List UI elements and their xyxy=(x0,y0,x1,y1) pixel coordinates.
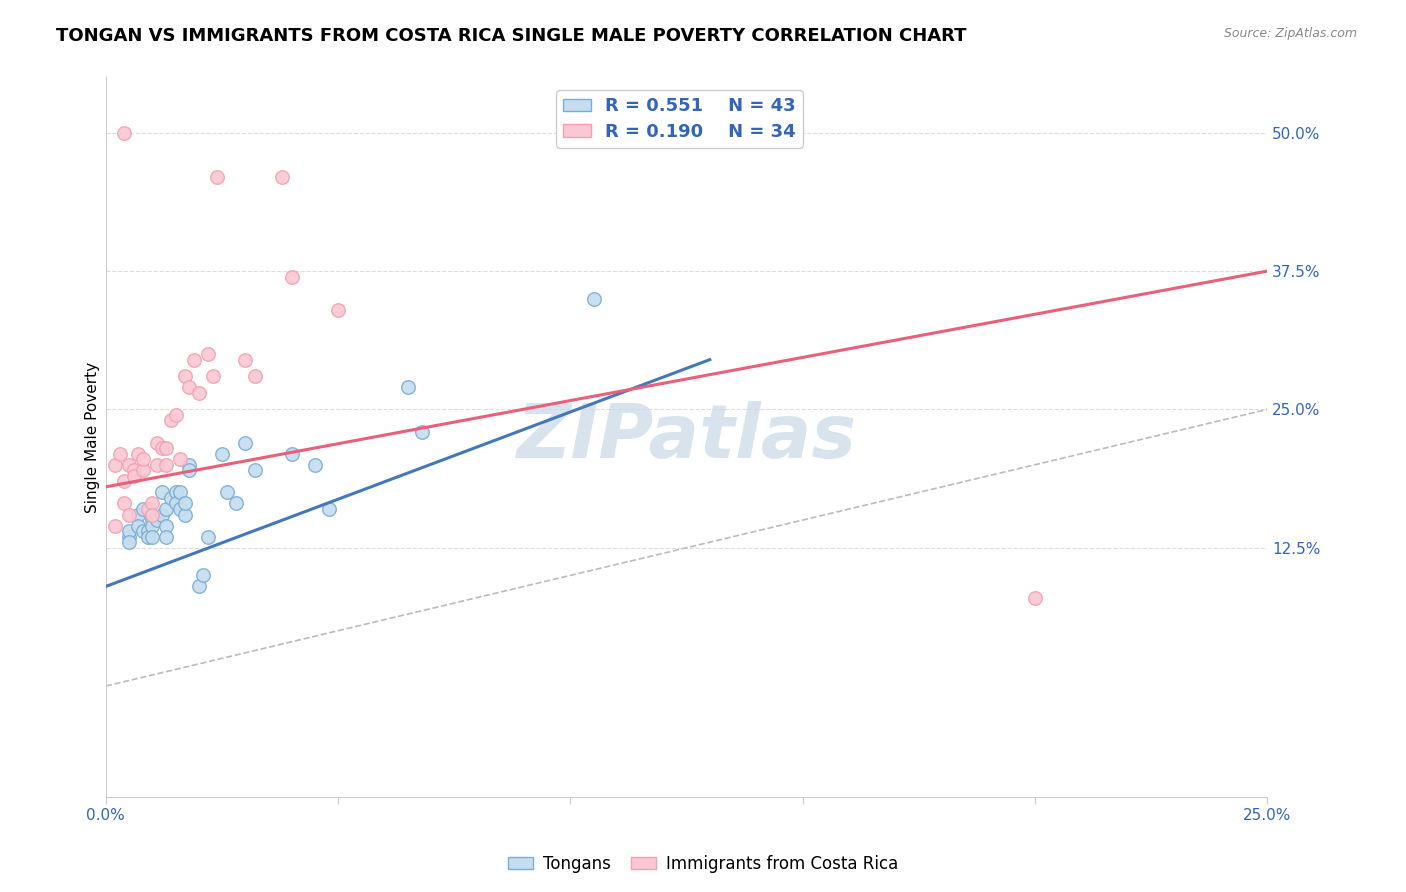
Text: Source: ZipAtlas.com: Source: ZipAtlas.com xyxy=(1223,27,1357,40)
Point xyxy=(243,369,266,384)
Point xyxy=(169,452,191,467)
Point xyxy=(141,508,163,522)
Point xyxy=(122,463,145,477)
Point xyxy=(127,447,149,461)
Point xyxy=(173,496,195,510)
Point xyxy=(165,496,187,510)
Point xyxy=(136,524,159,538)
Legend: Tongans, Immigrants from Costa Rica: Tongans, Immigrants from Costa Rica xyxy=(502,848,904,880)
Point xyxy=(187,579,209,593)
Point xyxy=(179,458,201,472)
Point xyxy=(136,530,159,544)
Point xyxy=(132,463,155,477)
Point xyxy=(150,485,173,500)
Point xyxy=(215,485,238,500)
Point xyxy=(155,502,177,516)
Point xyxy=(155,458,177,472)
Point xyxy=(122,468,145,483)
Point xyxy=(165,408,187,422)
Point xyxy=(179,380,201,394)
Point xyxy=(304,458,326,472)
Point xyxy=(132,502,155,516)
Point xyxy=(146,435,169,450)
Point xyxy=(141,513,163,527)
Point xyxy=(1024,591,1046,605)
Point xyxy=(197,347,219,361)
Point xyxy=(114,126,136,140)
Point xyxy=(183,352,205,367)
Point xyxy=(118,458,141,472)
Point xyxy=(187,385,209,400)
Point xyxy=(136,502,159,516)
Point xyxy=(132,524,155,538)
Point xyxy=(141,508,163,522)
Point xyxy=(114,475,136,489)
Point xyxy=(104,518,127,533)
Point xyxy=(233,435,256,450)
Point xyxy=(132,452,155,467)
Point xyxy=(173,508,195,522)
Text: TONGAN VS IMMIGRANTS FROM COSTA RICA SINGLE MALE POVERTY CORRELATION CHART: TONGAN VS IMMIGRANTS FROM COSTA RICA SIN… xyxy=(56,27,967,45)
Point xyxy=(169,502,191,516)
Point xyxy=(211,447,233,461)
Point xyxy=(225,496,247,510)
Point xyxy=(165,485,187,500)
Point xyxy=(141,530,163,544)
Point xyxy=(280,447,302,461)
Point xyxy=(328,302,350,317)
Point xyxy=(197,530,219,544)
Point xyxy=(146,458,169,472)
Point xyxy=(118,524,141,538)
Point xyxy=(141,518,163,533)
Point xyxy=(160,413,183,427)
Point xyxy=(173,369,195,384)
Point xyxy=(118,530,141,544)
Point xyxy=(114,496,136,510)
Point xyxy=(118,508,141,522)
Point xyxy=(169,485,191,500)
Point xyxy=(118,535,141,549)
Point xyxy=(160,491,183,505)
Point xyxy=(179,463,201,477)
Point xyxy=(150,508,173,522)
Point xyxy=(411,425,433,439)
Point xyxy=(146,513,169,527)
Point xyxy=(582,292,605,306)
Point xyxy=(150,441,173,455)
Point xyxy=(280,269,302,284)
Y-axis label: Single Male Poverty: Single Male Poverty xyxy=(86,361,100,513)
Point xyxy=(243,463,266,477)
Point xyxy=(155,530,177,544)
Point xyxy=(127,518,149,533)
Point xyxy=(108,447,131,461)
Text: ZIPatlas: ZIPatlas xyxy=(516,401,856,474)
Point xyxy=(127,508,149,522)
Point xyxy=(318,502,340,516)
Point xyxy=(201,369,224,384)
Point xyxy=(396,380,419,394)
Point xyxy=(207,169,229,184)
Point xyxy=(155,441,177,455)
Point xyxy=(233,352,256,367)
Point xyxy=(271,169,294,184)
Point xyxy=(193,568,215,582)
Point xyxy=(104,458,127,472)
Point xyxy=(141,496,163,510)
Legend: R = 0.551    N = 43, R = 0.190    N = 34: R = 0.551 N = 43, R = 0.190 N = 34 xyxy=(557,90,803,148)
Point xyxy=(141,508,163,522)
Point xyxy=(155,518,177,533)
